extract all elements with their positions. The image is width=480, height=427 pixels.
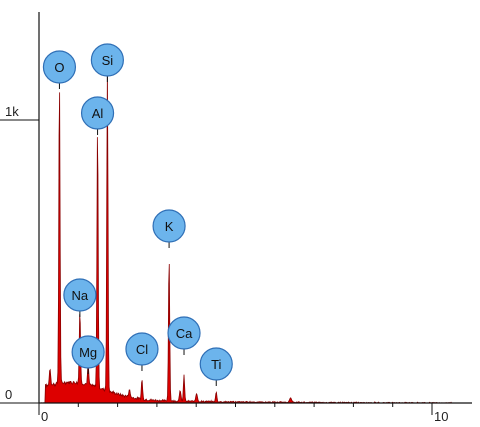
peak-marker-circle (71, 335, 105, 369)
peak-marker-circle (80, 96, 115, 130)
peak-marker-circle (42, 50, 77, 84)
peak-marker-circle (167, 316, 201, 350)
peak-marker-label: Mg (79, 345, 97, 360)
peak-marker-label: Si (102, 53, 114, 68)
peak-marker-label: K (165, 219, 174, 234)
peak-markers: O Si Al K Na Mg Cl Ca Ti (42, 43, 233, 386)
peak-marker-label: O (54, 60, 64, 75)
peak-marker-mg[interactable]: Mg (71, 335, 105, 374)
peak-marker-circle (125, 332, 159, 366)
peak-marker-k[interactable]: K (152, 209, 186, 248)
ticks-layer: 0 1k 0 10 (0, 104, 448, 424)
x-tick-label: 0 (41, 409, 48, 424)
peak-marker-label: Al (92, 106, 104, 121)
peak-marker-label: Na (72, 288, 89, 303)
peak-marker-circle (63, 278, 97, 312)
x-tick-label: 10 (434, 409, 448, 424)
peak-marker-circle (199, 347, 233, 381)
peak-marker-cl[interactable]: Cl (125, 332, 159, 371)
peak-marker-si[interactable]: Si (90, 43, 124, 82)
axes-layer (38, 12, 472, 404)
peak-marker-circle (152, 209, 186, 243)
peak-marker-label: Ti (211, 357, 221, 372)
peak-marker-al[interactable]: Al (80, 96, 115, 135)
peak-marker-label: Cl (136, 342, 148, 357)
peak-marker-ca[interactable]: Ca (167, 316, 201, 355)
peak-marker-na[interactable]: Na (63, 278, 97, 317)
peak-marker-circle (90, 43, 124, 77)
y-tick-label: 1k (5, 104, 19, 119)
peak-marker-label: Ca (176, 326, 193, 341)
peak-marker-o[interactable]: O (42, 50, 77, 89)
peak-marker-ti[interactable]: Ti (199, 347, 233, 386)
y-tick-label: 0 (5, 387, 12, 402)
